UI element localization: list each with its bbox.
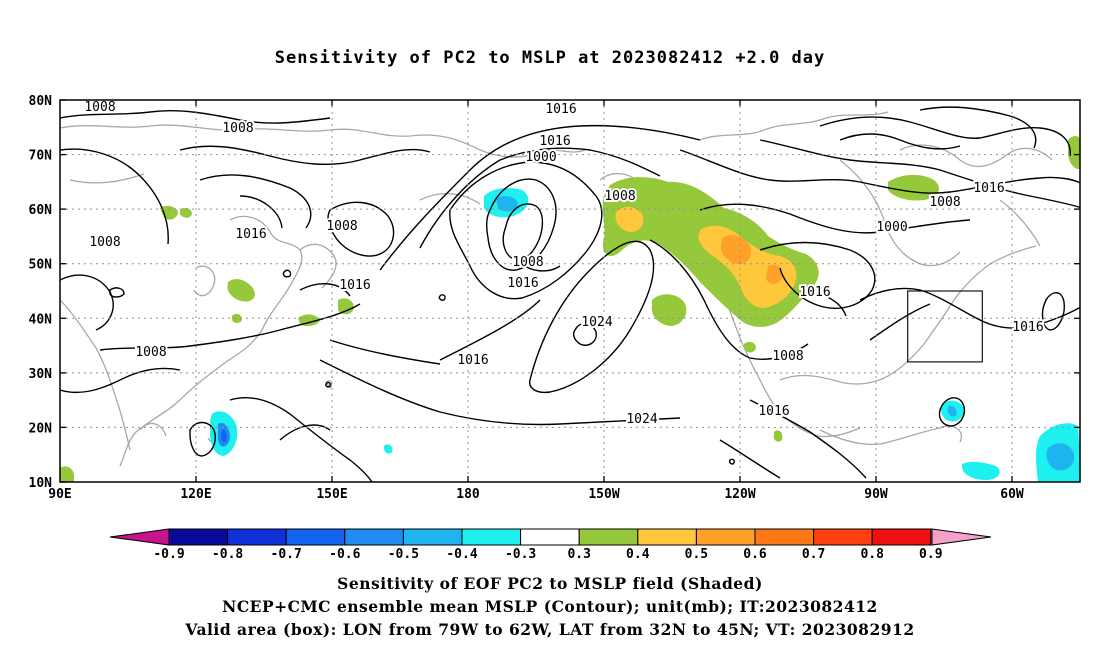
lat-label: 20N: [29, 421, 53, 436]
colorbar-box: [578, 528, 639, 546]
lon-label: 120E: [180, 487, 211, 502]
caption-contour: NCEP+CMC ensemble mean MSLP (Contour); u…: [222, 597, 878, 616]
colorbar-right-arrow: [931, 528, 992, 546]
lat-label: 50N: [29, 258, 53, 273]
colorbar-box: [168, 528, 229, 546]
colorbar-box: [754, 528, 815, 546]
mslp-contours: [60, 106, 1080, 482]
valid-area-box: [907, 290, 983, 363]
contour-label: 1008: [84, 100, 115, 115]
contour-label: 1024: [581, 315, 612, 330]
colorbar-label: 0.8: [860, 547, 884, 562]
contour-label: 1008: [89, 235, 120, 250]
caption-valid-area: Valid area (box): LON from 79W to 62W, L…: [185, 620, 915, 639]
lat-label: 60N: [29, 203, 53, 218]
contour-label: 1024: [626, 412, 657, 427]
sensitivity-shading: [60, 135, 1080, 482]
lon-label: 150W: [588, 487, 619, 502]
contour-label: 1008: [929, 195, 960, 210]
colorbar: -0.9 -0.8 -0.7 -0.6 -0.5 -0.4 -0.3 0.3 0…: [109, 528, 992, 562]
colorbar-box: [695, 528, 756, 546]
contour-label: 1016: [973, 181, 1004, 196]
lat-label: 70N: [29, 149, 53, 164]
colorbar-boxes: [168, 528, 932, 546]
colorbar-label: -0.5: [388, 547, 419, 562]
lon-label: 150E: [316, 487, 347, 502]
contour-label: 1016: [539, 134, 570, 149]
colorbar-box: [461, 528, 522, 546]
colorbar-label: -0.9: [153, 547, 184, 562]
map-frame: [59, 99, 1081, 483]
contour-label: 1000: [525, 150, 556, 165]
colorbar-label: -0.8: [212, 547, 243, 562]
gridlines: [60, 100, 1080, 482]
contour-label: 1016: [758, 404, 789, 419]
lon-label: 60W: [1000, 487, 1024, 502]
contour-labels: 1008 1008 1008 1016 1016 1008 1008 1016 …: [82, 98, 1045, 429]
colorbar-box: [637, 528, 697, 546]
lon-label: 180: [456, 487, 480, 502]
contour-label: 1008: [135, 345, 166, 360]
caption-shading: Sensitivity of EOF PC2 to MSLP field (Sh…: [337, 574, 763, 593]
lat-label: 10N: [29, 476, 53, 491]
contour-label: 1008: [772, 349, 803, 364]
colorbar-label: 0.5: [685, 547, 708, 562]
chart-title: Sensitivity of PC2 to MSLP at 2023082412…: [274, 48, 826, 68]
colorbar-label: 0.3: [567, 547, 590, 562]
colorbar-box: [344, 528, 404, 546]
contour-label: 1008: [222, 121, 253, 136]
contour-label: 1016: [507, 276, 538, 291]
colorbar-box: [871, 528, 932, 546]
colorbar-label: 0.4: [626, 547, 650, 562]
colorbar-left-arrow: [109, 528, 170, 546]
lon-label: 120W: [724, 487, 755, 502]
lat-label: 30N: [29, 367, 53, 382]
contour-label: 1016: [545, 102, 576, 117]
contour-label: 1016: [235, 227, 266, 242]
colorbar-label: -0.6: [329, 547, 360, 562]
contour-label: 1016: [799, 285, 830, 300]
axis-ticks: [60, 99, 1080, 483]
contour-label: 1008: [604, 189, 635, 204]
colorbar-label: 0.7: [802, 547, 825, 562]
colorbar-label: -0.3: [505, 547, 536, 562]
contour-label: 1016: [457, 353, 488, 368]
lon-label: 90W: [864, 487, 888, 502]
contour-label: 1000: [876, 220, 907, 235]
colorbar-box: [285, 528, 346, 546]
lon-label: 90E: [48, 487, 71, 502]
colorbar-label: 0.9: [919, 547, 942, 562]
colorbar-box: [813, 528, 873, 546]
colorbar-label: -0.7: [271, 547, 302, 562]
contour-label: 1016: [339, 278, 370, 293]
colorbar-label: 0.6: [743, 547, 767, 562]
lat-label: 80N: [29, 94, 53, 109]
colorbar-box: [227, 528, 287, 546]
colorbar-label: -0.4: [446, 547, 477, 562]
contour-label: 1008: [512, 255, 543, 270]
lat-label: 40N: [29, 312, 53, 327]
contour-label: 1016: [1012, 320, 1043, 335]
colorbar-box: [402, 528, 463, 546]
contour-label: 1008: [326, 219, 357, 234]
colorbar-box: [520, 528, 580, 546]
